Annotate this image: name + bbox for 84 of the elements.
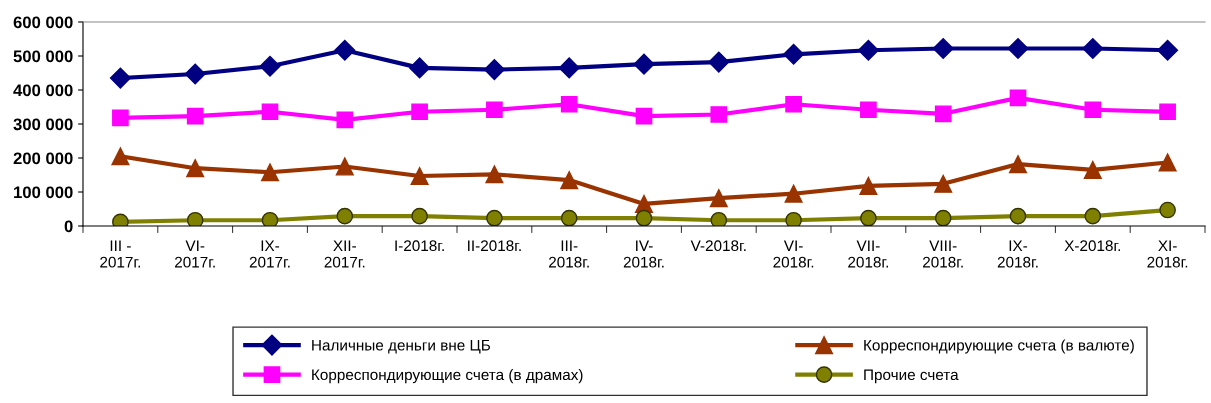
x-tick-label: VIII- 2018г.	[923, 240, 963, 268]
x-tick-label: XII- 2017г.	[324, 240, 365, 268]
y-tick-label: 400 000	[13, 84, 73, 97]
x-tick-label: III - 2017г.	[100, 240, 140, 268]
point	[860, 209, 877, 226]
point	[785, 95, 802, 113]
point	[261, 103, 279, 121]
point	[785, 211, 802, 226]
point	[485, 165, 504, 184]
legend-label: Прочие счета	[864, 369, 959, 384]
point	[860, 101, 877, 119]
y-tick-label: 100 000	[14, 186, 73, 199]
point	[1158, 153, 1177, 172]
point	[409, 57, 431, 79]
point	[708, 51, 730, 73]
point	[112, 109, 129, 127]
x-tick-label: X-2018г.	[1064, 240, 1121, 252]
point	[709, 189, 728, 208]
x-tick-label: IX- 2017г.	[249, 240, 290, 268]
x-tick-label: VII- 2018г.	[848, 240, 888, 268]
x-tick-label: I-2018г.	[395, 240, 444, 252]
y-tick-label: 0	[64, 220, 73, 233]
point	[932, 38, 954, 60]
point	[111, 147, 130, 166]
x-tick-label: III- 2018г.	[549, 240, 589, 268]
point	[260, 163, 280, 182]
point	[1159, 103, 1176, 121]
x-tick-label: XI- 2018г.	[1147, 240, 1188, 268]
x-tick-label: IV- 2018г.	[623, 240, 664, 268]
point	[560, 95, 578, 113]
y-tick-label: 200 000	[13, 152, 73, 165]
point	[859, 176, 878, 195]
point	[261, 211, 279, 226]
point	[336, 207, 354, 225]
point	[334, 39, 356, 61]
point	[1007, 38, 1029, 60]
point	[784, 184, 803, 203]
point	[558, 57, 580, 79]
point	[483, 59, 505, 81]
point	[783, 43, 805, 65]
x-tick-label: IX- 2018г.	[997, 240, 1038, 268]
point	[857, 39, 879, 61]
point	[934, 105, 952, 123]
point	[259, 55, 281, 77]
x-tick-label: II-2018г.	[468, 240, 521, 252]
x-tick-label: VI- 2018г.	[773, 240, 814, 268]
point	[186, 159, 205, 178]
point	[635, 107, 653, 125]
point	[336, 111, 354, 129]
point	[1084, 101, 1102, 119]
y-tick-label: 300 000	[13, 118, 73, 131]
point	[934, 174, 953, 193]
point	[633, 53, 655, 75]
point	[635, 209, 653, 226]
point	[560, 209, 578, 226]
point	[109, 67, 131, 89]
point	[1157, 39, 1179, 61]
point	[1159, 201, 1176, 219]
point	[1083, 160, 1102, 179]
legend-label: Наличные деньги вне ЦБ	[312, 339, 491, 354]
point	[486, 209, 503, 226]
point	[411, 207, 428, 225]
point	[486, 101, 503, 119]
y-tick-label: 600 000	[13, 16, 73, 29]
point	[186, 211, 204, 226]
point	[710, 211, 728, 226]
legend-label: Корреспондирующие счета (в валюте)	[864, 339, 1134, 354]
point	[560, 171, 579, 190]
point	[410, 166, 429, 186]
point	[710, 106, 728, 123]
legend-label: Корреспондирующие счета (в драмах)	[312, 368, 583, 384]
point	[1009, 207, 1027, 225]
point	[1084, 207, 1102, 225]
point	[934, 209, 952, 226]
point	[411, 103, 428, 121]
point	[335, 157, 354, 176]
x-tick-label: V-2018г.	[690, 240, 746, 252]
point	[1008, 155, 1028, 174]
y-tick-label: 500 000	[13, 50, 73, 63]
point	[184, 63, 206, 85]
point	[186, 107, 204, 125]
point	[1009, 89, 1027, 107]
x-tick-label: VI- 2017г.	[175, 240, 215, 268]
point	[1082, 38, 1104, 60]
